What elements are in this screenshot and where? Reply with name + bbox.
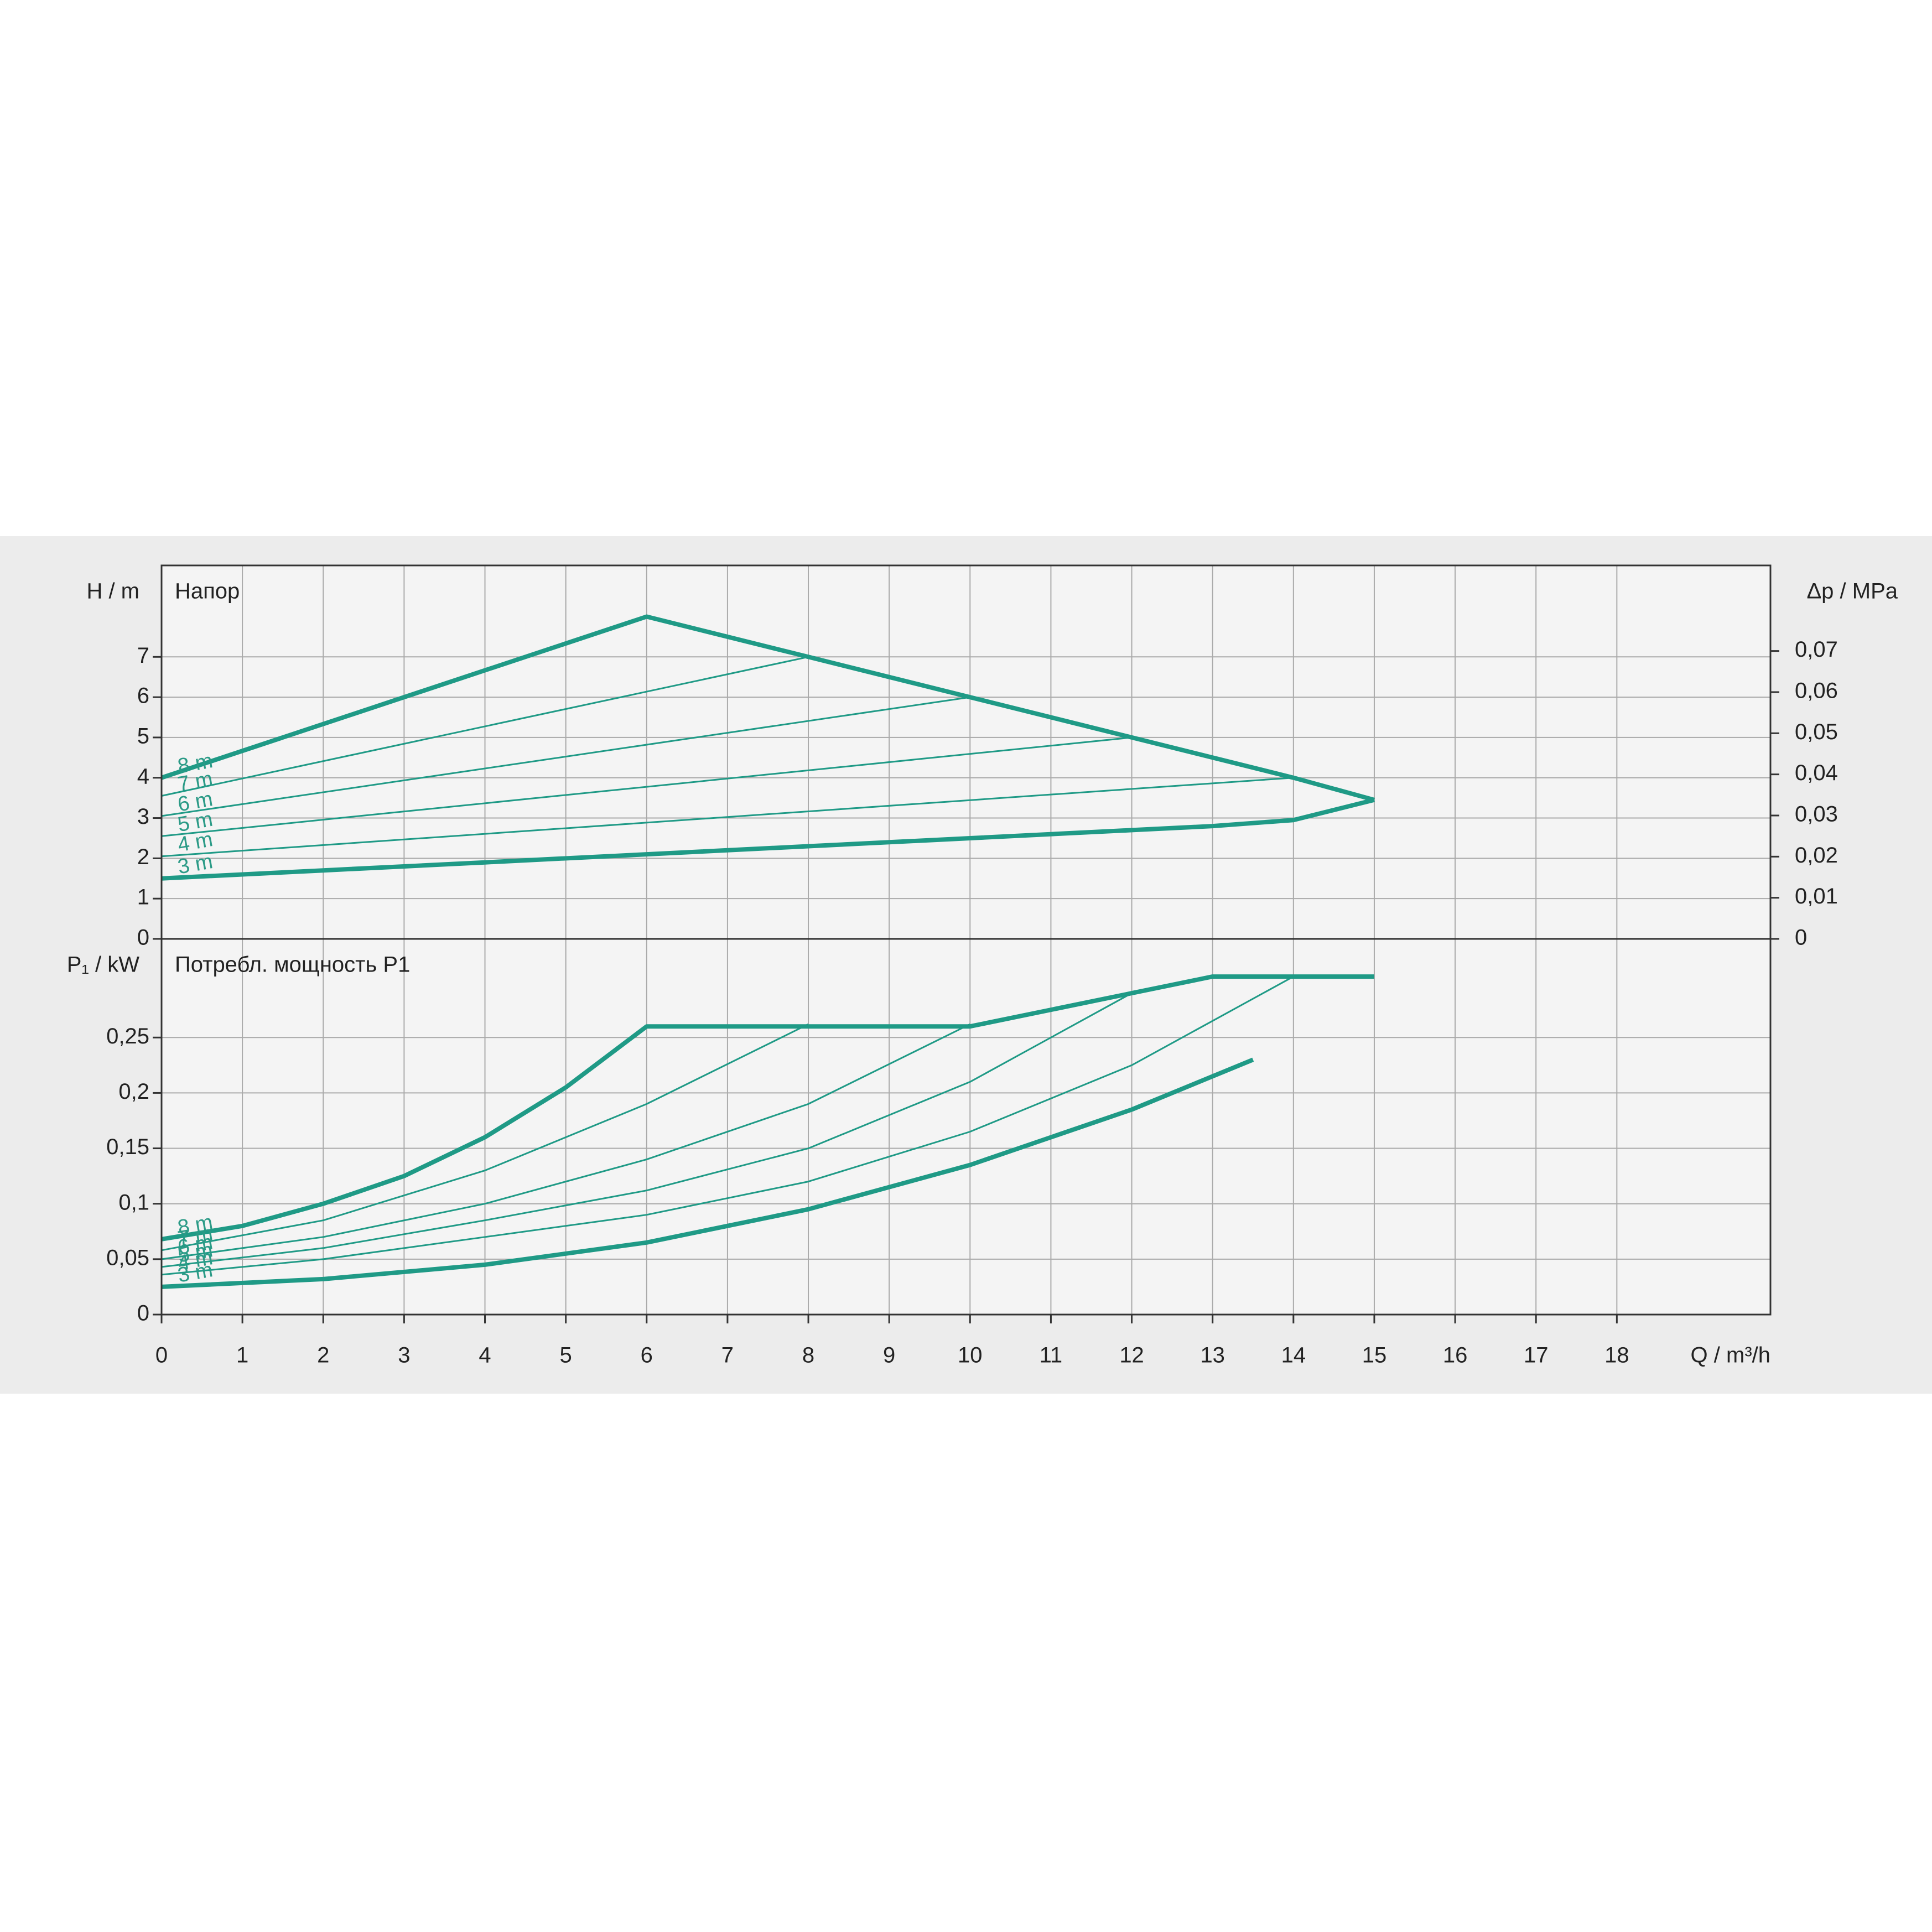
x-tick-label: 9 bbox=[883, 1343, 895, 1368]
y-tick-label: 4 bbox=[137, 764, 149, 788]
curve bbox=[161, 992, 1133, 1268]
curve bbox=[161, 777, 1294, 858]
y-tick-label: 0,25 bbox=[106, 1024, 149, 1048]
curve bbox=[161, 696, 970, 817]
y2-tick-label: 0,06 bbox=[1795, 679, 1838, 703]
curve bbox=[161, 975, 1294, 1276]
y-tick-label: 1 bbox=[137, 885, 149, 910]
curve bbox=[161, 736, 1132, 837]
y-tick-label: 6 bbox=[137, 684, 149, 708]
x-tick-label: 10 bbox=[958, 1343, 983, 1368]
plot-area bbox=[162, 565, 1770, 1315]
x-tick-label: 14 bbox=[1281, 1343, 1306, 1368]
y-tick-label: 2 bbox=[137, 845, 149, 869]
y-tick-label: 0,15 bbox=[106, 1135, 149, 1159]
y-tick-label: 3 bbox=[137, 804, 149, 829]
x-tick-label: 12 bbox=[1119, 1343, 1144, 1368]
x-tick-label: 16 bbox=[1443, 1343, 1468, 1368]
x-tick-label: 5 bbox=[560, 1343, 572, 1368]
y-tick-label: 0,1 bbox=[118, 1190, 149, 1214]
y2-tick-label: 0,02 bbox=[1795, 843, 1838, 868]
y2-tick-label: 0,05 bbox=[1795, 720, 1838, 744]
curve bbox=[161, 797, 1375, 881]
panel-title: Потребл. мощность P1 bbox=[175, 953, 410, 977]
curve bbox=[161, 1023, 970, 1260]
y2-tick-label: 0,07 bbox=[1795, 637, 1838, 662]
x-tick-label: 8 bbox=[802, 1343, 814, 1368]
x-tick-label: 1 bbox=[236, 1343, 248, 1368]
x-tick-label: 2 bbox=[317, 1343, 329, 1368]
y2-axis-label: Δp / MPa bbox=[1806, 579, 1898, 604]
curve bbox=[161, 656, 809, 797]
curve bbox=[161, 1023, 809, 1251]
x-tick-label: 18 bbox=[1604, 1343, 1629, 1368]
panel-title: Напор bbox=[175, 579, 240, 604]
x-tick-label: 15 bbox=[1362, 1343, 1387, 1368]
y-axis-label: P₁ / kW bbox=[67, 953, 140, 977]
y2-tick-label: 0,01 bbox=[1795, 884, 1838, 908]
x-tick-label: 4 bbox=[479, 1343, 491, 1368]
curve bbox=[161, 1057, 1254, 1289]
x-tick-label: 3 bbox=[398, 1343, 410, 1368]
y-tick-label: 5 bbox=[137, 724, 149, 748]
y-tick-label: 0 bbox=[137, 1301, 149, 1326]
y-tick-label: 0 bbox=[137, 926, 149, 950]
y2-tick-label: 0 bbox=[1795, 926, 1807, 950]
x-tick-label: 11 bbox=[1040, 1343, 1063, 1368]
y-tick-label: 0,05 bbox=[106, 1245, 149, 1270]
x-tick-label: 0 bbox=[155, 1343, 168, 1368]
x-tick-label: 17 bbox=[1524, 1343, 1549, 1368]
x-axis-label: Q / m³/h bbox=[1691, 1343, 1770, 1368]
y-tick-label: 0,2 bbox=[118, 1079, 149, 1104]
x-tick-label: 13 bbox=[1200, 1343, 1225, 1368]
y2-tick-label: 0,04 bbox=[1795, 761, 1838, 785]
y2-tick-label: 0,03 bbox=[1795, 802, 1838, 827]
y-axis-label: H / m bbox=[86, 579, 139, 604]
y-tick-label: 7 bbox=[137, 643, 149, 668]
curve bbox=[161, 974, 1374, 1242]
x-tick-label: 6 bbox=[641, 1343, 653, 1368]
x-tick-label: 7 bbox=[721, 1343, 734, 1368]
plot-frame bbox=[160, 564, 1772, 1316]
